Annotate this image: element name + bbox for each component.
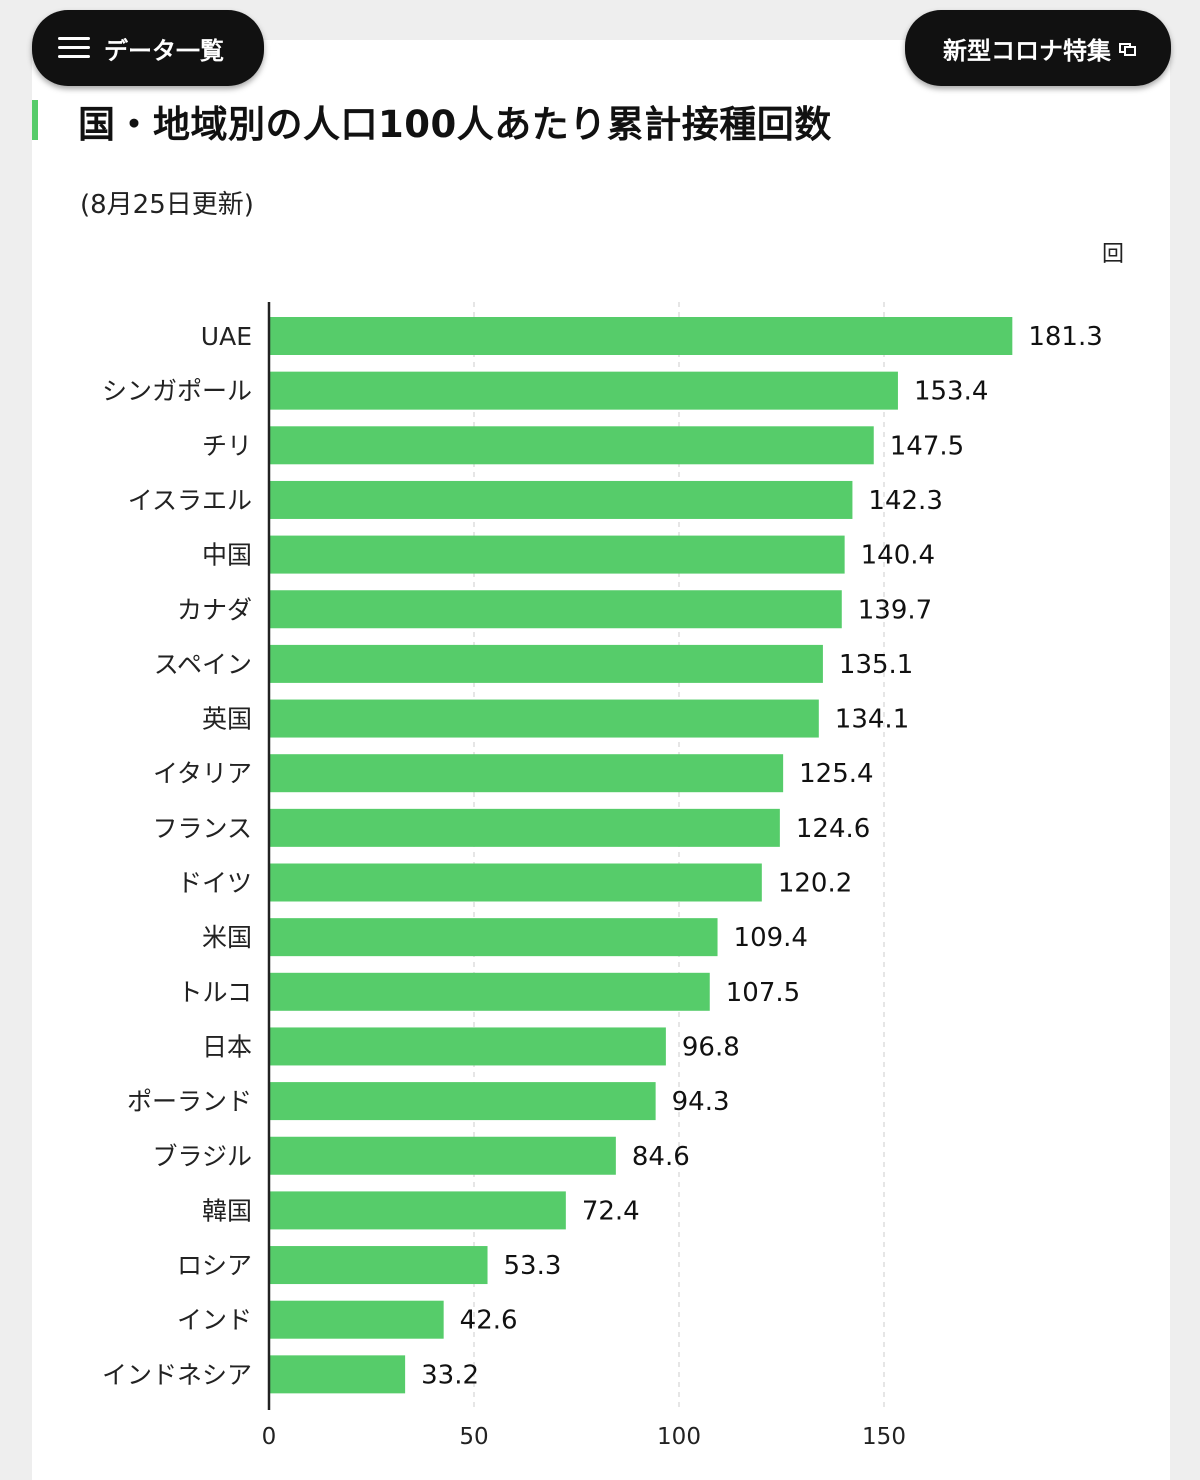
- bar-16: [269, 1191, 566, 1230]
- value-label-2: 147.5: [890, 431, 964, 461]
- category-label-15: ブラジル: [152, 1142, 252, 1171]
- unit-label: 回: [1102, 242, 1125, 267]
- value-label-17: 53.3: [504, 1251, 562, 1281]
- value-label-8: 125.4: [799, 759, 873, 789]
- category-label-9: フランス: [152, 814, 252, 843]
- category-label-18: インド: [177, 1306, 252, 1335]
- value-label-19: 33.2: [421, 1360, 479, 1390]
- category-label-4: 中国: [202, 541, 252, 570]
- bar-15: [269, 1136, 616, 1175]
- covid-feature-label: 新型コロナ特集: [943, 36, 1111, 65]
- category-label-17: ロシア: [177, 1251, 252, 1280]
- category-label-11: 米国: [202, 923, 252, 952]
- category-label-16: 韓国: [202, 1196, 252, 1225]
- bar-18: [269, 1300, 444, 1339]
- category-label-10: ドイツ: [177, 869, 252, 898]
- category-label-3: イスラエル: [128, 486, 252, 515]
- value-label-0: 181.3: [1028, 322, 1102, 352]
- bar-10: [269, 863, 762, 902]
- value-label-11: 109.4: [734, 923, 808, 953]
- bar-13: [269, 1027, 666, 1066]
- bar-17: [269, 1246, 488, 1285]
- bar-1: [269, 371, 898, 410]
- value-label-9: 124.6: [796, 814, 870, 844]
- bar-8: [269, 754, 784, 793]
- x-tick-label-0: 0: [262, 1424, 277, 1450]
- category-label-0: UAE: [201, 322, 252, 351]
- bar-7: [269, 699, 819, 738]
- value-label-4: 140.4: [861, 541, 935, 571]
- bar-4: [269, 535, 845, 574]
- bar-3: [269, 480, 853, 519]
- value-label-10: 120.2: [778, 869, 852, 899]
- value-label-6: 135.1: [839, 650, 913, 680]
- value-label-16: 72.4: [582, 1196, 640, 1226]
- bar-11: [269, 918, 718, 957]
- x-tick-label-100: 100: [657, 1424, 701, 1450]
- category-label-12: トルコ: [177, 978, 252, 1007]
- bar-9: [269, 808, 780, 847]
- bar-14: [269, 1082, 656, 1121]
- data-list-button[interactable]: データ一覧: [32, 10, 264, 86]
- value-label-5: 139.7: [858, 595, 932, 625]
- bar-6: [269, 644, 823, 683]
- value-label-7: 134.1: [835, 705, 909, 735]
- value-label-1: 153.4: [914, 377, 988, 407]
- title-accent-bar: [32, 100, 38, 140]
- data-list-label: データ一覧: [104, 36, 224, 65]
- covid-feature-button[interactable]: 新型コロナ特集: [905, 10, 1171, 86]
- bar-19: [269, 1355, 406, 1394]
- x-tick-label-150: 150: [862, 1424, 906, 1450]
- value-label-15: 84.6: [632, 1142, 690, 1172]
- menu-icon: [58, 36, 90, 60]
- category-label-8: イタリア: [153, 759, 252, 788]
- external-link-icon: [1119, 43, 1136, 56]
- value-label-13: 96.8: [682, 1032, 740, 1062]
- category-label-5: カナダ: [177, 595, 252, 624]
- value-label-14: 94.3: [672, 1087, 730, 1117]
- value-label-12: 107.5: [726, 978, 800, 1008]
- update-date: (8月25日更新): [80, 190, 254, 220]
- category-label-7: 英国: [202, 705, 252, 734]
- value-label-3: 142.3: [868, 486, 942, 516]
- bar-12: [269, 972, 710, 1011]
- x-tick-label-50: 50: [459, 1424, 488, 1450]
- category-label-1: シンガポール: [102, 377, 252, 406]
- chart-title: 国・地域別の人口100人あたり累計接種回数: [78, 103, 832, 146]
- bar-5: [269, 590, 842, 629]
- value-label-18: 42.6: [460, 1306, 518, 1336]
- category-label-2: チリ: [202, 431, 252, 460]
- category-label-13: 日本: [202, 1032, 252, 1061]
- category-label-14: ポーランド: [127, 1087, 252, 1116]
- bar-2: [269, 426, 874, 465]
- category-label-19: インドネシア: [102, 1360, 252, 1389]
- bar-0: [269, 317, 1013, 355]
- category-label-6: スペイン: [154, 650, 252, 679]
